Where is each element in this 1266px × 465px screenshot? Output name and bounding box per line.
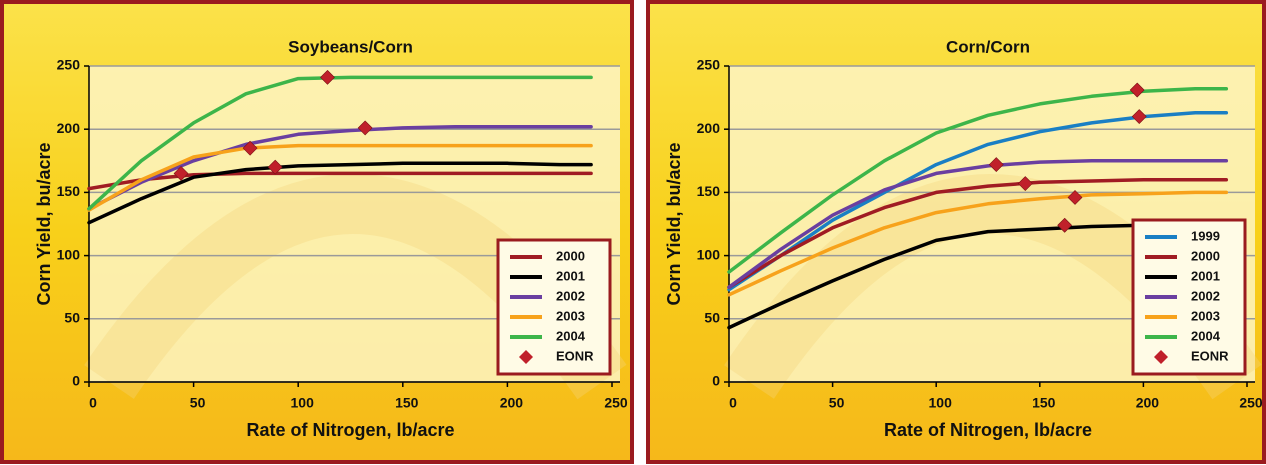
legend-label: EONR xyxy=(1191,348,1229,363)
x-tick-label: 0 xyxy=(729,395,737,411)
x-tick-label: 200 xyxy=(1136,395,1160,411)
legend-label: 2000 xyxy=(556,248,585,263)
legend-label: 1999 xyxy=(1191,228,1220,243)
legend-label: 2001 xyxy=(1191,268,1220,283)
y-tick-label: 50 xyxy=(64,310,80,326)
y-axis-title: Corn Yield, bu/acre xyxy=(664,142,684,305)
x-tick-label: 100 xyxy=(929,395,953,411)
y-tick-label: 150 xyxy=(57,183,81,199)
legend-label: 2002 xyxy=(556,288,585,303)
x-axis-title: Rate of Nitrogen, lb/acre xyxy=(884,420,1092,440)
y-tick-label: 100 xyxy=(697,246,721,262)
x-tick-label: 150 xyxy=(395,395,419,411)
y-tick-label: 250 xyxy=(57,57,81,73)
y-tick-label: 100 xyxy=(57,246,81,262)
legend-label: 2004 xyxy=(1191,328,1221,343)
x-tick-label: 150 xyxy=(1032,395,1056,411)
chart-title: Corn/Corn xyxy=(946,37,1030,56)
chart: Soybeans/Corn050100150200250050100150200… xyxy=(0,0,1266,465)
y-tick-label: 0 xyxy=(712,373,720,389)
y-tick-label: 200 xyxy=(57,120,81,136)
legend-label: 2000 xyxy=(1191,248,1220,263)
chart-title: Soybeans/Corn xyxy=(288,37,413,56)
y-tick-label: 50 xyxy=(704,310,720,326)
x-tick-label: 200 xyxy=(500,395,524,411)
y-tick-label: 250 xyxy=(697,57,721,73)
x-tick-label: 50 xyxy=(829,395,845,411)
x-tick-label: 250 xyxy=(604,395,628,411)
legend-label: 2003 xyxy=(1191,308,1220,323)
y-tick-label: 0 xyxy=(72,373,80,389)
y-tick-label: 200 xyxy=(697,120,721,136)
x-tick-label: 250 xyxy=(1239,395,1263,411)
x-tick-label: 100 xyxy=(291,395,315,411)
legend-label: EONR xyxy=(556,348,594,363)
legend-label: 2004 xyxy=(556,328,586,343)
x-tick-label: 50 xyxy=(190,395,206,411)
page: {"chart_data": [ {"type": "line", "title… xyxy=(0,0,1266,465)
y-tick-label: 150 xyxy=(697,183,721,199)
x-axis-title: Rate of Nitrogen, lb/acre xyxy=(246,420,454,440)
y-axis-title: Corn Yield, bu/acre xyxy=(34,142,54,305)
x-tick-label: 0 xyxy=(89,395,97,411)
legend-label: 2001 xyxy=(556,268,585,283)
legend-label: 2003 xyxy=(556,308,585,323)
legend-label: 2002 xyxy=(1191,288,1220,303)
